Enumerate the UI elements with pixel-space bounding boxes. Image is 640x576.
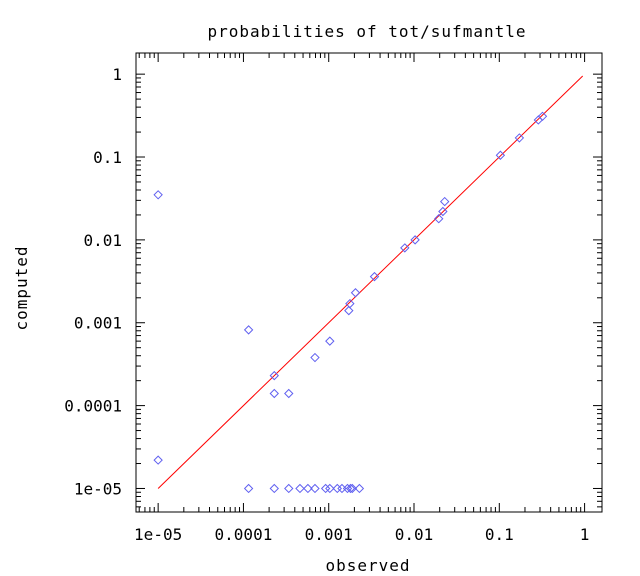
data-point <box>345 298 355 309</box>
y-tick-label: 0.01 <box>83 231 122 250</box>
data-point <box>310 483 320 494</box>
data-point <box>303 483 313 494</box>
x-tick-label: 1 <box>580 525 590 544</box>
data-point <box>410 235 420 245</box>
x-tick-label: 0.001 <box>305 525 353 544</box>
y-tick-label: 1 <box>112 65 122 84</box>
data-point <box>325 483 335 494</box>
data-point <box>243 325 254 335</box>
data-point <box>533 115 544 125</box>
data-point <box>354 483 365 494</box>
x-tick-label: 1e-05 <box>134 525 182 544</box>
data-point <box>350 288 361 298</box>
x-tick-label: 0.01 <box>395 525 434 544</box>
y-tick-label: 0.001 <box>74 314 122 333</box>
data-point <box>153 455 163 465</box>
data-point <box>537 111 548 122</box>
data-point <box>153 190 163 200</box>
y-tick-label: 0.1 <box>93 148 122 167</box>
diagonal-line <box>157 75 584 489</box>
data-point <box>295 483 305 494</box>
data-point <box>269 370 279 381</box>
reference-line <box>157 75 584 489</box>
data-points <box>153 111 548 494</box>
x-axis-label: observed <box>325 556 410 575</box>
data-point <box>269 483 279 494</box>
data-point <box>325 336 335 346</box>
y-tick-label: 1e-05 <box>74 479 122 498</box>
data-point <box>320 483 331 494</box>
x-tick-labels: 1e-05 0.0001 0.001 0.01 0.1 1 <box>134 525 589 544</box>
data-point <box>310 352 320 363</box>
data-point <box>347 483 358 494</box>
data-point <box>284 483 294 494</box>
data-point <box>434 214 444 224</box>
data-point <box>438 206 448 217</box>
data-point <box>345 483 356 494</box>
data-point <box>495 150 506 160</box>
x-tick-label: 0.1 <box>485 525 514 544</box>
chart-title: probabilities of tot/sufmantle <box>208 22 527 41</box>
x-tick-label: 0.0001 <box>215 525 273 544</box>
data-point <box>400 243 410 253</box>
data-point <box>284 388 294 399</box>
axis-ticks <box>136 53 602 512</box>
data-point <box>269 388 279 399</box>
data-point <box>344 305 354 316</box>
data-point <box>342 483 353 494</box>
y-tick-labels: 1e-05 0.0001 0.001 0.01 0.1 1 <box>64 65 122 498</box>
data-point <box>369 271 380 282</box>
y-axis-label: computed <box>12 245 31 330</box>
data-point <box>514 133 525 143</box>
data-point <box>243 483 254 494</box>
data-point <box>439 196 450 207</box>
y-tick-label: 0.0001 <box>64 397 122 416</box>
plot-frame <box>135 52 603 513</box>
